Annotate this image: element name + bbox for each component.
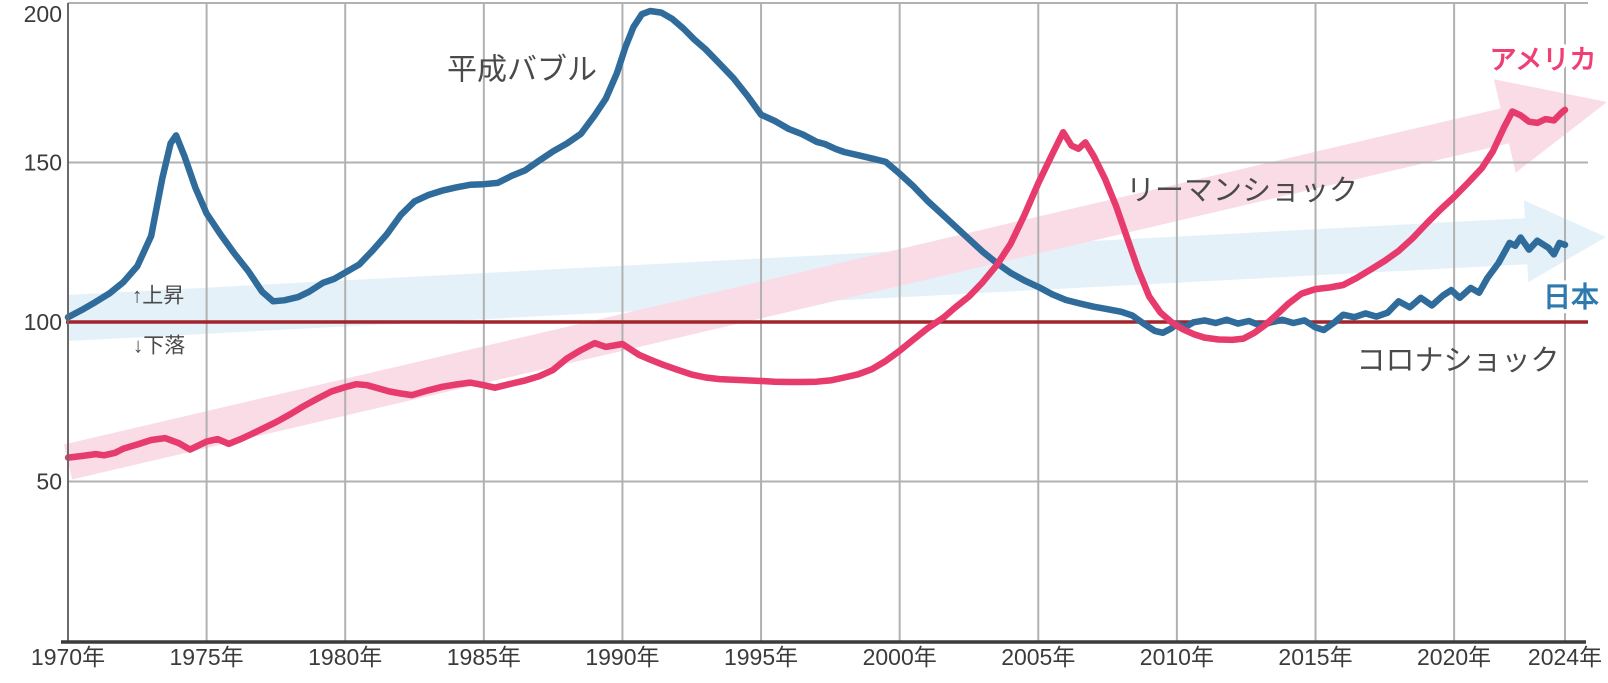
y-tick-50: 50 [36, 469, 62, 495]
lehman-shock-label: リーマンショック [1126, 175, 1358, 207]
x-tick-2020: 2020年 [1417, 644, 1491, 670]
y-tick-100: 100 [24, 309, 62, 335]
tick-labels: 50 100 150 200 1970年 1975年 1980年 1985年 1990年 1995… [24, 1, 1602, 670]
heisei-bubble-label: 平成バブル [447, 54, 597, 87]
x-tick-2005: 2005年 [1001, 644, 1075, 670]
trend-arrows [63, 79, 1607, 480]
x-tick-1970: 1970年 [31, 644, 105, 670]
x-tick-1975: 1975年 [170, 644, 244, 670]
japan-series-label: 日本 [1543, 282, 1599, 313]
fall-label: ↓下落 [133, 335, 186, 358]
y-tick-150: 150 [24, 150, 62, 176]
x-tick-2015: 2015年 [1278, 644, 1352, 670]
japan-line [64, 7, 1569, 337]
america-trend-arrow [63, 79, 1607, 480]
x-tick-1985: 1985年 [447, 644, 521, 670]
x-tick-2024: 2024年 [1528, 644, 1602, 670]
x-tick-2000: 2000年 [863, 644, 937, 670]
america-series-label: アメリカ [1490, 45, 1597, 75]
y-tick-200: 200 [24, 1, 62, 27]
x-tick-1980: 1980年 [308, 644, 382, 670]
x-tick-1995: 1995年 [724, 644, 798, 670]
rise-label: ↑上昇 [132, 285, 185, 308]
x-tick-2010: 2010年 [1140, 644, 1214, 670]
america-line [64, 106, 1569, 461]
x-tick-1990: 1990年 [585, 644, 659, 670]
corona-shock-label: コロナショック [1356, 345, 1559, 377]
